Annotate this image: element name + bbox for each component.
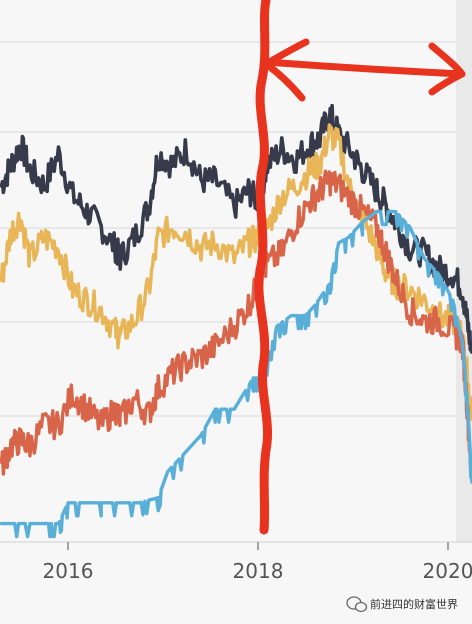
- watermark-text: 前进四的财富世界: [370, 597, 458, 611]
- series-layer: [0, 103, 472, 539]
- series-line-1: [0, 103, 472, 354]
- red-vertical-annotation-stroke: [254, 0, 273, 535]
- annotation-layer: [254, 0, 466, 535]
- series-line-4: [0, 209, 472, 539]
- grid-layer: [0, 41, 472, 417]
- red-double-arrow-annotation: [262, 38, 466, 102]
- x-tick-label-2016: 2016: [43, 559, 94, 583]
- wechat-icon: [346, 596, 368, 613]
- x-tick-label-2020: 2020: [423, 559, 472, 583]
- watermark: 前进四的财富世界: [346, 596, 458, 613]
- series-line-2: [0, 123, 472, 421]
- series-line-3: [0, 169, 472, 479]
- x-axis: 2016 2018 2020: [0, 541, 472, 583]
- x-tick-label-2018: 2018: [233, 559, 284, 583]
